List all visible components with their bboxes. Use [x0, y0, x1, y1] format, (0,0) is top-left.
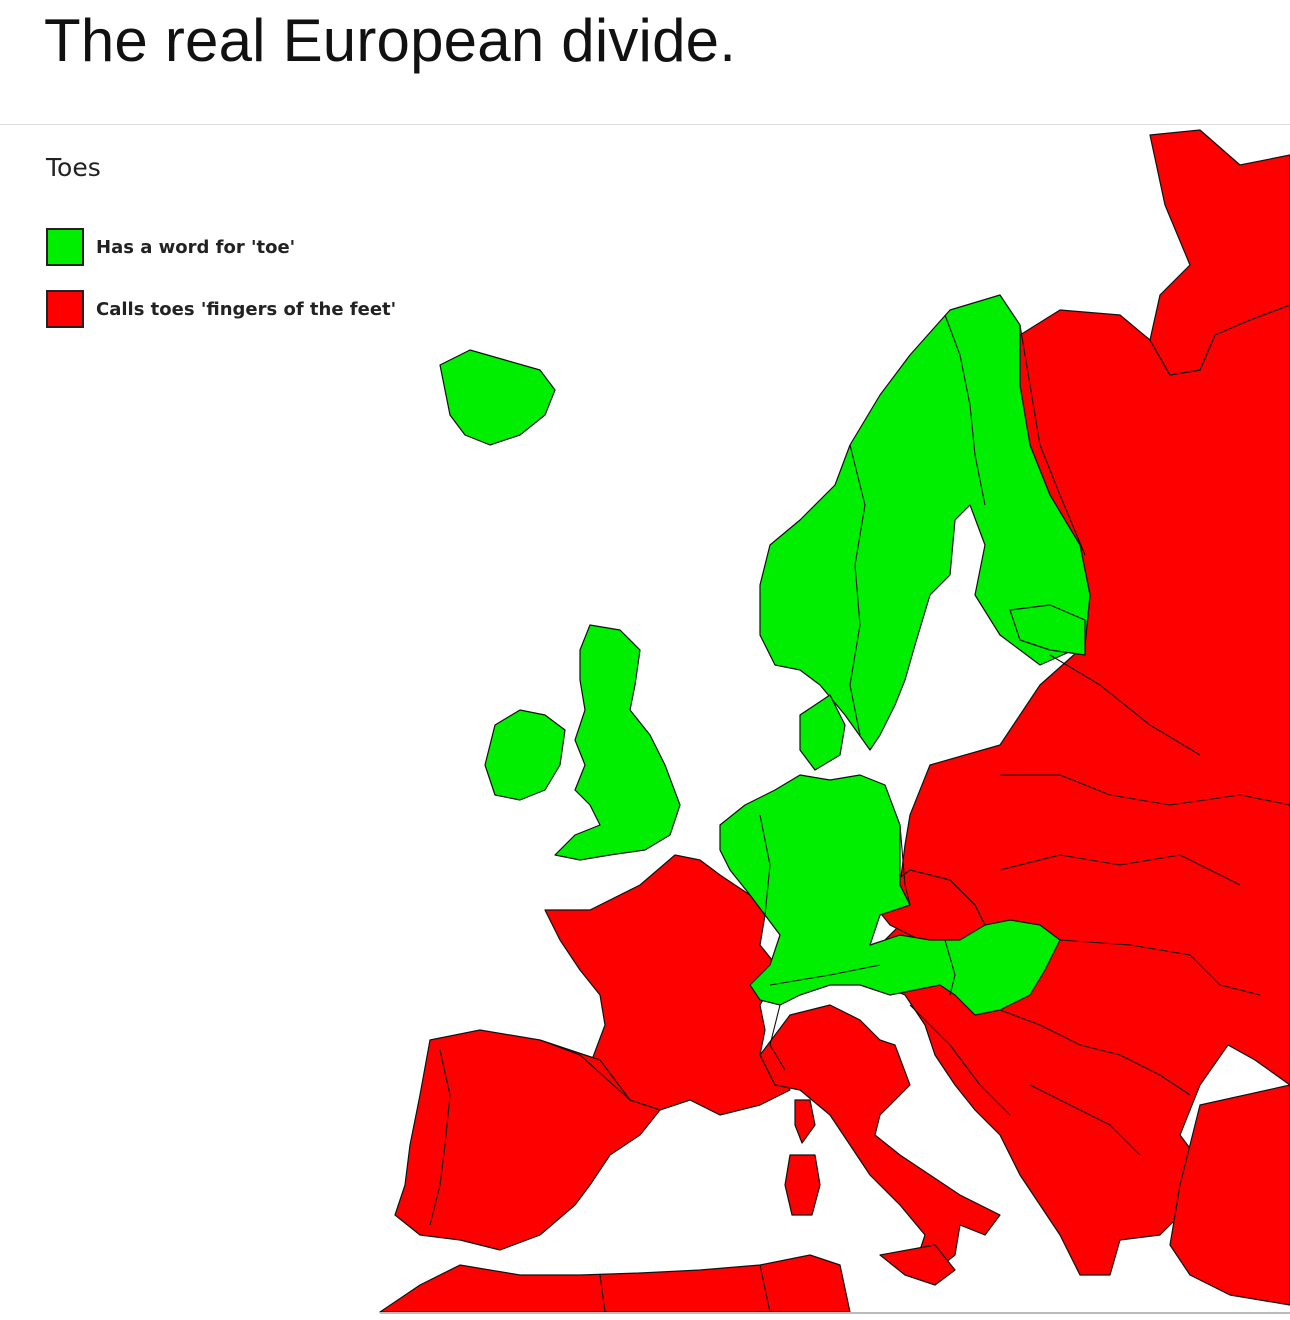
legend-swatch-green	[46, 228, 84, 266]
legend-item-green: Has a word for 'toe'	[46, 227, 396, 267]
legend-label-red: Calls toes 'fingers of the feet'	[96, 298, 397, 320]
border-north-africa	[599, 1264, 771, 1313]
europe-map	[379, 129, 1290, 1313]
border-germany-west	[759, 814, 771, 916]
legend-title: Toes	[46, 153, 101, 182]
border-balkans-1	[909, 1004, 1011, 1116]
map-legend: Toes Has a word for 'toe' Calls toes 'fi…	[46, 153, 396, 351]
border-germany-poland	[899, 824, 911, 906]
border-france-spain	[539, 1039, 631, 1101]
border-balkans-3	[1029, 1084, 1141, 1156]
island-sardinia	[784, 1154, 821, 1216]
legend-label-green: Has a word for 'toe'	[96, 236, 296, 258]
country-italy	[759, 1004, 1001, 1276]
island-sicily	[879, 1244, 956, 1286]
region-north-africa	[379, 1254, 851, 1313]
country-ireland	[484, 709, 566, 801]
region-central-green	[719, 774, 1061, 1016]
border-finland-russia	[1019, 324, 1086, 556]
border-sweden-finland	[944, 314, 986, 506]
header-divider	[0, 124, 1290, 125]
border-spain-portugal	[429, 1049, 451, 1226]
country-denmark	[799, 694, 846, 771]
country-iceland	[439, 349, 556, 446]
country-iberia	[394, 1029, 661, 1251]
country-great-britain	[554, 624, 681, 861]
border-east-3	[999, 854, 1241, 886]
country-estonia	[1009, 604, 1086, 656]
post-title: The real European divide.	[44, 7, 737, 74]
region-red-turkey	[1169, 1084, 1290, 1306]
border-france-italy	[769, 1004, 786, 1071]
island-corsica	[794, 1099, 816, 1144]
border-norway-sweden	[849, 444, 866, 736]
region-scandinavia	[759, 294, 1091, 751]
bottom-rule	[380, 1312, 1290, 1314]
legend-item-red: Calls toes 'fingers of the feet'	[46, 289, 396, 329]
border-east-2	[1000, 774, 1290, 806]
border-germany-swiss	[769, 964, 881, 986]
map-image: Toes Has a word for 'toe' Calls toes 'fi…	[0, 125, 1290, 1320]
border-balkans-2	[999, 1009, 1191, 1096]
region-red-northeast	[1149, 129, 1290, 376]
border-austria-hungary	[944, 939, 956, 996]
border-east-1	[1049, 654, 1201, 756]
legend-swatch-red	[46, 290, 84, 328]
border-east-4	[1059, 939, 1261, 996]
